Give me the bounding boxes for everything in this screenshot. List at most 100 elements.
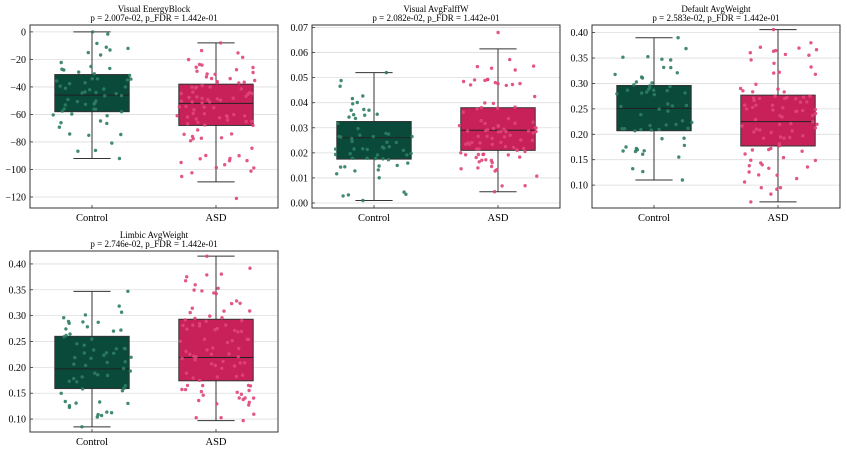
- x-tick-label: ASD: [205, 437, 226, 448]
- x-tick-label: Control: [638, 213, 670, 224]
- data-point: [213, 72, 217, 77]
- y-tick-label: 0.40: [9, 259, 27, 270]
- data-point: [72, 362, 76, 366]
- data-point: [518, 81, 522, 86]
- data-point: [247, 403, 251, 407]
- chart-subtitle: p = 2.082e-02, p_FDR = 1.442e-01: [372, 13, 499, 23]
- data-point: [476, 152, 481, 157]
- data-point: [680, 178, 685, 182]
- data-point: [108, 66, 112, 71]
- box-asd: [175, 41, 257, 201]
- data-point: [810, 113, 815, 118]
- data-point: [771, 49, 776, 53]
- data-point: [108, 48, 112, 52]
- data-point: [75, 380, 79, 384]
- data-point: [526, 129, 531, 133]
- data-point: [196, 120, 200, 125]
- chart-subtitle: p = 2.007e-02, p_FDR = 1.442e-01: [90, 13, 217, 23]
- data-point: [776, 87, 780, 91]
- data-point: [95, 77, 100, 81]
- data-point: [63, 103, 67, 107]
- data-point: [252, 412, 256, 416]
- data-point: [619, 104, 623, 109]
- data-point: [813, 72, 818, 77]
- data-point: [234, 68, 239, 72]
- y-tick-label: 0.10: [9, 415, 27, 426]
- data-point: [477, 147, 481, 151]
- data-point: [240, 318, 244, 323]
- data-point: [123, 347, 127, 351]
- data-point: [805, 165, 810, 169]
- data-point: [251, 65, 255, 70]
- data-point: [519, 138, 523, 142]
- chart-title: Visual EnergyBlock: [118, 4, 191, 14]
- chart-title: Visual AvgFalffW: [403, 4, 469, 14]
- data-point: [500, 184, 504, 188]
- y-tick-label: 0.04: [291, 98, 309, 109]
- data-point: [465, 129, 470, 133]
- data-point: [63, 86, 68, 91]
- data-point: [339, 135, 343, 139]
- data-point: [85, 325, 90, 329]
- data-point: [741, 89, 745, 93]
- data-point: [92, 72, 97, 76]
- data-point: [660, 57, 664, 61]
- data-point: [740, 124, 744, 128]
- data-point: [83, 363, 88, 368]
- data-point: [781, 155, 786, 160]
- data-point: [613, 72, 617, 77]
- data-point: [491, 101, 496, 106]
- data-point: [215, 97, 220, 101]
- data-point: [74, 401, 78, 405]
- data-point: [513, 105, 517, 109]
- data-point: [75, 99, 80, 104]
- data-point: [70, 112, 74, 116]
- data-point: [175, 114, 179, 118]
- y-tick-label: 0.25: [571, 104, 589, 115]
- data-point: [338, 84, 342, 88]
- data-point: [350, 139, 354, 144]
- data-point: [245, 158, 249, 163]
- data-point: [778, 135, 783, 139]
- data-point: [119, 328, 123, 332]
- data-point: [479, 106, 484, 110]
- data-point: [747, 164, 751, 168]
- data-point: [106, 32, 110, 36]
- data-point: [665, 88, 669, 93]
- data-point: [109, 411, 114, 415]
- data-point: [477, 160, 481, 164]
- data-point: [757, 173, 761, 177]
- data-point: [239, 392, 244, 396]
- data-point: [59, 391, 63, 395]
- data-point: [212, 291, 216, 295]
- data-point: [652, 88, 656, 92]
- data-point: [813, 107, 817, 112]
- data-point: [125, 78, 130, 82]
- data-point: [186, 57, 191, 62]
- data-point: [219, 136, 224, 140]
- data-point: [761, 136, 766, 140]
- data-point: [184, 104, 188, 109]
- data-point: [126, 289, 130, 293]
- data-point: [234, 196, 239, 201]
- data-point: [504, 129, 508, 134]
- data-point: [356, 126, 360, 131]
- data-point: [241, 55, 245, 59]
- data-point: [55, 79, 59, 83]
- data-point: [814, 48, 819, 52]
- y-tick-label: 0.03: [291, 123, 309, 134]
- data-point: [205, 254, 209, 258]
- data-point: [640, 91, 644, 95]
- data-point: [180, 356, 184, 361]
- data-point: [99, 413, 104, 418]
- data-point: [750, 148, 755, 152]
- data-point: [508, 133, 512, 137]
- data-point: [490, 142, 494, 147]
- data-point: [639, 127, 643, 132]
- data-point: [777, 70, 781, 74]
- data-point: [518, 155, 522, 159]
- data-point: [350, 136, 354, 141]
- x-tick-label: Control: [76, 213, 108, 224]
- box-iqr: [54, 335, 130, 390]
